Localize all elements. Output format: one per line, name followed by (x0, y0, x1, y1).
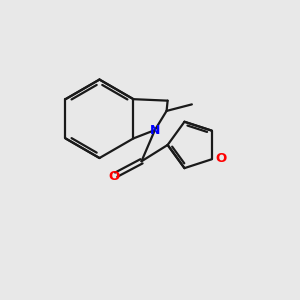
Text: O: O (215, 152, 226, 165)
Text: O: O (108, 170, 119, 183)
Text: N: N (150, 124, 160, 136)
